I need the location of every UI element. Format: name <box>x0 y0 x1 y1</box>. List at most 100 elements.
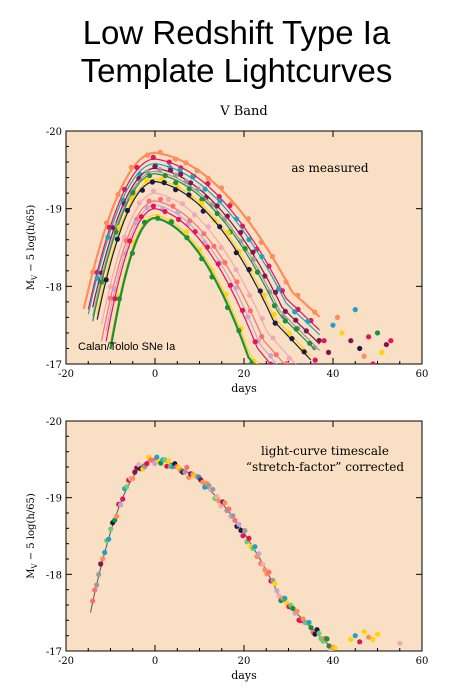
data-point <box>242 246 248 252</box>
y-tick-label: -17 <box>46 360 62 371</box>
data-point <box>266 263 272 269</box>
page-title: Low Redshift Type Ia Template Lightcurve… <box>0 14 473 90</box>
data-point <box>285 375 290 380</box>
data-point <box>261 292 267 298</box>
x-tick-label: -20 <box>58 369 74 380</box>
data-point <box>282 308 288 314</box>
data-point <box>195 186 201 192</box>
data-point <box>103 220 110 226</box>
data-point <box>184 464 190 470</box>
data-point <box>132 220 138 226</box>
data-point <box>130 190 136 196</box>
data-point <box>272 581 278 587</box>
data-point <box>128 164 134 170</box>
data-point <box>217 198 223 204</box>
data-point <box>166 458 172 464</box>
page-title-line1: Low Redshift Type Ia <box>82 14 391 51</box>
data-point <box>152 164 158 170</box>
data-point <box>259 315 265 321</box>
data-point <box>90 598 96 604</box>
data-point <box>158 196 164 202</box>
data-point <box>214 494 220 500</box>
data-point <box>366 634 372 640</box>
y-tick-label: -19 <box>46 494 62 505</box>
data-point <box>234 279 240 285</box>
data-point <box>268 353 274 359</box>
data-point <box>188 180 194 186</box>
data-point <box>301 349 307 355</box>
data-point <box>122 186 128 192</box>
data-point <box>105 234 111 240</box>
data-point <box>214 210 220 217</box>
data-point <box>245 216 251 222</box>
data-point <box>177 167 183 173</box>
data-point <box>214 203 220 209</box>
data-point <box>251 256 257 262</box>
y-axis-label: MV − 5 log(h/65) <box>26 205 39 291</box>
data-point <box>233 267 239 273</box>
data-point <box>108 526 114 532</box>
data-point <box>183 160 189 166</box>
data-point <box>162 457 168 463</box>
data-point <box>210 486 216 492</box>
data-point <box>173 187 179 193</box>
data-point <box>274 588 280 594</box>
data-point <box>292 309 298 315</box>
data-point <box>152 461 158 467</box>
data-point <box>397 640 403 646</box>
data-point <box>324 636 330 642</box>
data-point <box>170 203 176 209</box>
x-tick-label: 40 <box>327 369 340 380</box>
data-point <box>143 177 150 183</box>
data-point <box>186 186 192 192</box>
data-point <box>179 201 186 207</box>
data-point <box>272 289 279 295</box>
data-point <box>114 236 120 242</box>
data-point <box>388 338 394 344</box>
data-point <box>157 149 163 155</box>
data-point <box>332 645 338 651</box>
data-point <box>239 307 246 313</box>
data-point <box>107 284 114 290</box>
data-point <box>307 340 313 346</box>
data-point <box>200 208 206 214</box>
data-point <box>321 338 327 344</box>
data-point <box>183 229 190 235</box>
data-point <box>352 307 358 313</box>
data-point <box>225 230 231 236</box>
data-point <box>280 314 286 320</box>
data-point <box>173 180 179 186</box>
data-point <box>370 361 376 364</box>
data-point <box>234 216 240 222</box>
data-point <box>286 355 292 361</box>
data-point <box>227 203 233 209</box>
data-point <box>236 328 242 334</box>
data-point <box>168 167 174 173</box>
data-point <box>379 349 385 355</box>
data-point <box>112 296 118 302</box>
data-point <box>238 229 244 236</box>
template-curve <box>101 192 297 364</box>
data-point <box>184 235 190 241</box>
data-point <box>201 231 207 237</box>
data-point <box>94 275 100 281</box>
data-point <box>118 502 124 508</box>
data-point <box>264 380 269 385</box>
data-point <box>346 665 351 670</box>
x-axis-label: days <box>231 382 257 395</box>
data-point <box>230 513 236 519</box>
y-tick-label: -18 <box>46 282 62 293</box>
data-point <box>194 168 200 174</box>
data-point <box>266 569 272 575</box>
data-point <box>295 292 301 298</box>
data-point <box>178 171 184 177</box>
y-axis-label-rest: − 5 log(h/65) <box>26 205 37 275</box>
data-point <box>246 535 252 542</box>
data-point <box>164 463 170 469</box>
template-curve <box>109 214 259 364</box>
data-point <box>130 476 136 482</box>
data-point <box>218 245 224 251</box>
data-point <box>182 469 188 475</box>
data-point <box>107 295 114 301</box>
